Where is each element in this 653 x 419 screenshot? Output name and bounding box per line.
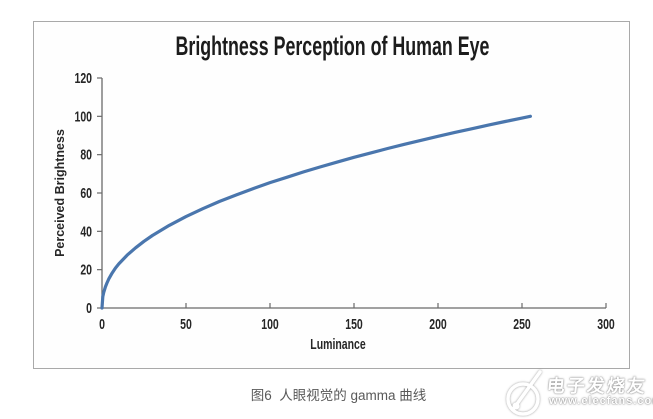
- chart-frame: [33, 21, 630, 369]
- watermark: 电子发烧友 www.elecfans.com: [500, 358, 653, 419]
- figure-caption: 图6 人眼视觉的 gamma 曲线: [250, 388, 427, 403]
- elecfans-logo-icon: [506, 370, 542, 416]
- chart-title: Brightness Perception of Human Eye: [175, 31, 490, 61]
- watermark-url: www.elecfans.com: [549, 395, 653, 407]
